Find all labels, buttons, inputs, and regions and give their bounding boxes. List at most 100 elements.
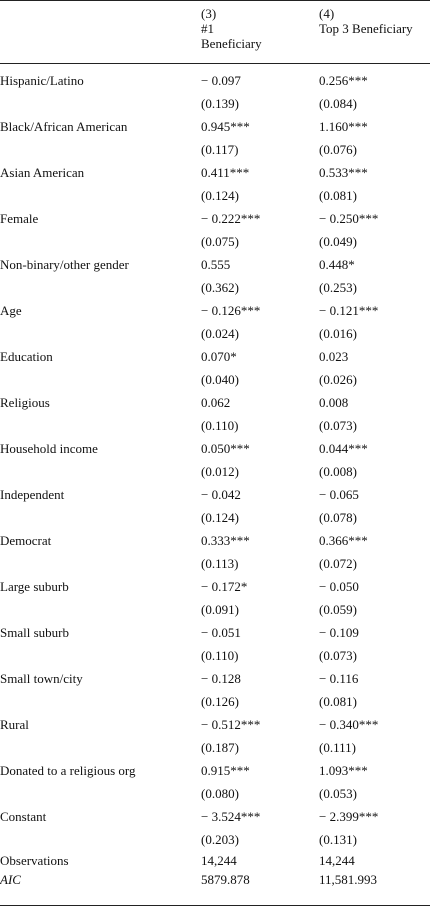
standard-error-col4: (0.078) xyxy=(319,510,357,525)
standard-error-row: (0.362) (0.253) xyxy=(0,276,430,299)
statistic-col3: 5879.878 xyxy=(201,872,250,887)
standard-error-col3: (0.187) xyxy=(201,740,239,755)
coefficient-col3: 0.333*** xyxy=(201,533,250,548)
coefficient-row: Non-binary/other gender 0.555 0.448* xyxy=(0,253,430,276)
coefficient-col3: − 0.512*** xyxy=(201,717,261,732)
coefficient-col4: 0.256*** xyxy=(319,73,368,88)
regression-table: Hispanic/Latino − 0.097 0.256*** (0.139) (0.… xyxy=(0,69,430,889)
standard-error-col4: (0.081) xyxy=(319,188,357,203)
empty-label-cell xyxy=(0,736,201,759)
standard-error-col4: (0.053) xyxy=(319,786,357,801)
variable-label: Rural xyxy=(0,717,29,732)
standard-error-row: (0.110) (0.073) xyxy=(0,414,430,437)
standard-error-row: (0.187) (0.111) xyxy=(0,736,430,759)
standard-error-row: (0.024) (0.016) xyxy=(0,322,430,345)
empty-label-cell xyxy=(0,414,201,437)
standard-error-row: (0.091) (0.059) xyxy=(0,598,430,621)
coefficient-col4: 0.533*** xyxy=(319,165,368,180)
standard-error-col3: (0.091) xyxy=(201,602,239,617)
standard-error-col3: (0.113) xyxy=(201,556,239,571)
coefficient-row: Small town/city − 0.128 − 0.116 xyxy=(0,667,430,690)
statistic-label: Observations xyxy=(0,853,69,868)
coefficient-col3: − 3.524*** xyxy=(201,809,261,824)
empty-label-cell xyxy=(0,552,201,575)
empty-label-cell xyxy=(0,828,201,851)
column-4-header: (4) Top 3 Beneficiary xyxy=(319,6,413,36)
coefficient-row: Rural − 0.512*** − 0.340*** xyxy=(0,713,430,736)
empty-label-cell xyxy=(0,460,201,483)
empty-label-cell xyxy=(0,368,201,391)
standard-error-col4: (0.073) xyxy=(319,418,357,433)
standard-error-col4: (0.059) xyxy=(319,602,357,617)
coefficient-col4: − 0.121*** xyxy=(319,303,379,318)
variable-label: Black/African American xyxy=(0,119,128,134)
standard-error-row: (0.080) (0.053) xyxy=(0,782,430,805)
coefficient-col3: 0.050*** xyxy=(201,441,250,456)
coefficient-col3: 0.062 xyxy=(201,395,231,410)
empty-label-cell xyxy=(0,184,201,207)
standard-error-col3: (0.124) xyxy=(201,510,239,525)
coefficient-row: Asian American 0.411*** 0.533*** xyxy=(0,161,430,184)
column-3-title-line1: #1 xyxy=(201,21,214,36)
coefficient-col3: − 0.128 xyxy=(201,671,241,686)
variable-label: Large suburb xyxy=(0,579,69,594)
standard-error-row: (0.117) (0.076) xyxy=(0,138,430,161)
standard-error-row: (0.012) (0.008) xyxy=(0,460,430,483)
coefficient-row: Black/African American 0.945*** 1.160*** xyxy=(0,115,430,138)
standard-error-col3: (0.012) xyxy=(201,464,239,479)
coefficient-col4: − 0.116 xyxy=(319,671,359,686)
standard-error-col3: (0.139) xyxy=(201,96,239,111)
standard-error-col3: (0.110) xyxy=(201,418,239,433)
coefficient-col3: − 0.097 xyxy=(201,73,241,88)
standard-error-col3: (0.203) xyxy=(201,832,239,847)
variable-label: Asian American xyxy=(0,165,85,180)
standard-error-col4: (0.081) xyxy=(319,694,357,709)
standard-error-col4: (0.008) xyxy=(319,464,357,479)
coefficient-col4: − 0.065 xyxy=(319,487,359,502)
column-4-title: Top 3 Beneficiary xyxy=(319,21,413,36)
standard-error-row: (0.124) (0.081) xyxy=(0,184,430,207)
variable-label: Education xyxy=(0,349,53,364)
coefficient-col3: 0.945*** xyxy=(201,119,250,134)
empty-label-cell xyxy=(0,598,201,621)
variable-label: Donated to a religious org xyxy=(0,763,136,778)
variable-label: Constant xyxy=(0,809,47,824)
coefficient-row: Constant − 3.524*** − 2.399*** xyxy=(0,805,430,828)
coefficient-col4: 0.044*** xyxy=(319,441,368,456)
coefficient-row: Household income 0.050*** 0.044*** xyxy=(0,437,430,460)
standard-error-col3: (0.024) xyxy=(201,326,239,341)
coefficient-row: Large suburb − 0.172* − 0.050 xyxy=(0,575,430,598)
standard-error-col4: (0.072) xyxy=(319,556,357,571)
coefficient-col4: 0.366*** xyxy=(319,533,368,548)
empty-label-cell xyxy=(0,230,201,253)
empty-label-cell xyxy=(0,644,201,667)
standard-error-col3: (0.126) xyxy=(201,694,239,709)
statistic-col4: 14,244 xyxy=(319,853,355,868)
coefficient-col3: 0.411*** xyxy=(201,165,250,180)
coefficient-col3: − 0.126*** xyxy=(201,303,261,318)
standard-error-col4: (0.253) xyxy=(319,280,357,295)
standard-error-col3: (0.124) xyxy=(201,188,239,203)
empty-label-cell xyxy=(0,276,201,299)
standard-error-row: (0.110) (0.073) xyxy=(0,644,430,667)
coefficient-col4: 0.023 xyxy=(319,349,349,364)
bottom-rule xyxy=(0,905,430,906)
statistic-label: AIC xyxy=(0,872,21,887)
coefficient-row: Age − 0.126*** − 0.121*** xyxy=(0,299,430,322)
variable-label: Non-binary/other gender xyxy=(0,257,129,272)
statistic-col3: 14,244 xyxy=(201,853,237,868)
coefficient-row: Female − 0.222*** − 0.250*** xyxy=(0,207,430,230)
coefficient-col3: 0.070* xyxy=(201,349,237,364)
coefficient-col4: 0.008 xyxy=(319,395,349,410)
standard-error-col3: (0.362) xyxy=(201,280,239,295)
standard-error-row: (0.040) (0.026) xyxy=(0,368,430,391)
variable-label: Independent xyxy=(0,487,65,502)
coefficient-col4: 0.448* xyxy=(319,257,355,272)
coefficient-col4: − 0.250*** xyxy=(319,211,379,226)
standard-error-row: (0.113) (0.072) xyxy=(0,552,430,575)
coefficient-col4: − 0.050 xyxy=(319,579,359,594)
coefficient-row: Small suburb − 0.051 − 0.109 xyxy=(0,621,430,644)
standard-error-row: (0.203) (0.131) xyxy=(0,828,430,851)
standard-error-row: (0.075) (0.049) xyxy=(0,230,430,253)
